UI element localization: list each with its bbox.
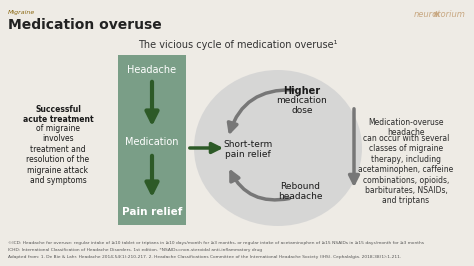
Text: Medication-overuse
headache: Medication-overuse headache — [368, 118, 444, 138]
Text: Short-term
pain relief: Short-term pain relief — [223, 140, 273, 159]
Text: ©ICD: Headache for overuse: regular intake of ≥10 tablet or triptans in ≥10 days: ©ICD: Headache for overuse: regular inta… — [8, 241, 424, 245]
Text: Successful
acute treatment: Successful acute treatment — [23, 105, 93, 124]
Text: Higher: Higher — [283, 86, 320, 96]
Ellipse shape — [194, 70, 362, 226]
Text: The vicious cycle of medication overuse¹: The vicious cycle of medication overuse¹ — [138, 40, 338, 50]
Text: Adapted from: 1. De Bie & Lahr. Headache 2014;54(1):210-217. 2. Headache Classif: Adapted from: 1. De Bie & Lahr. Headache… — [8, 255, 401, 259]
Text: neurotorium: neurotorium — [414, 10, 466, 19]
Text: Pain relief: Pain relief — [122, 207, 182, 217]
Text: medication
dose: medication dose — [277, 96, 328, 115]
Text: Migraine: Migraine — [8, 10, 35, 15]
Text: of migraine
involves
treatment and
resolution of the
migraine attack
and symptom: of migraine involves treatment and resol… — [27, 124, 90, 185]
Text: can occur with several
classes of migraine
therapy, including
acetaminophen, caf: can occur with several classes of migrai… — [358, 134, 454, 205]
Text: Medication overuse: Medication overuse — [8, 18, 162, 32]
Text: Headache: Headache — [128, 65, 176, 75]
Text: Rebound
headache: Rebound headache — [278, 182, 322, 201]
FancyBboxPatch shape — [118, 55, 186, 225]
Text: Medication: Medication — [125, 137, 179, 147]
Text: ✱: ✱ — [432, 10, 439, 19]
Text: ICHD: International Classification of Headache Disorders. 1st edition. *NSAIDs=n: ICHD: International Classification of He… — [8, 248, 262, 252]
